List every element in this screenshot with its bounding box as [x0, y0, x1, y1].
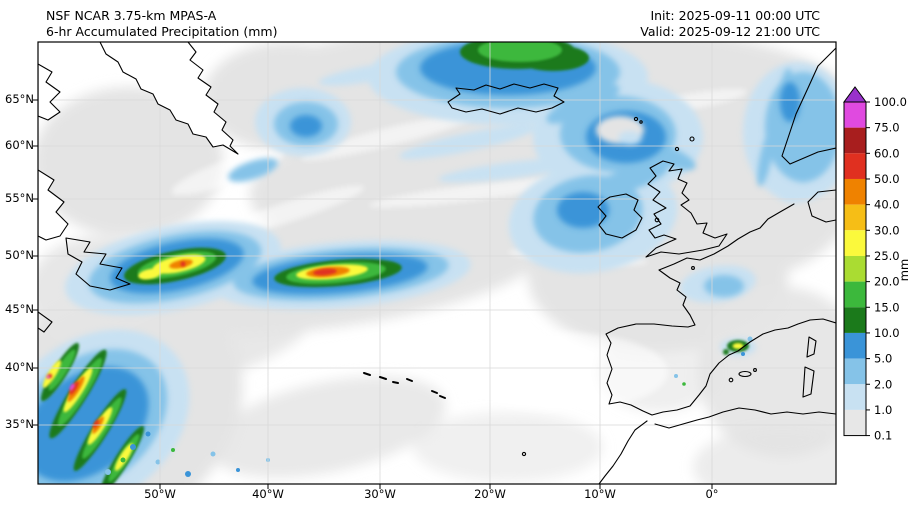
- colorbar-tick-labels: 100.0 75.0 60.0 50.0 40.0 30.0 25.0 20.0…: [874, 95, 907, 443]
- lon-tick-label: 10°W: [584, 487, 616, 501]
- lat-tick-label: 40°N: [5, 360, 34, 374]
- colorbar-tick-label: 10.0: [874, 326, 900, 340]
- colorbar-tick-label: 1.0: [874, 403, 892, 417]
- colorbar-band: [844, 153, 866, 179]
- colorbar-band: [844, 358, 866, 385]
- colorbar-tick-marks: [866, 101, 870, 437]
- coast-menorca: [753, 368, 757, 372]
- colorbar-outline: [843, 101, 867, 437]
- lat-tick-label: 60°N: [5, 138, 34, 152]
- lon-tick-label: 30°W: [364, 487, 396, 501]
- colorbar-band: [844, 102, 866, 128]
- coast-europe-mainland: [605, 203, 836, 416]
- colorbar-band: [844, 255, 866, 282]
- colorbar-band: [844, 281, 866, 308]
- colorbar-tick-label: 75.0: [874, 121, 900, 135]
- valid-time: Valid: 2025-09-12 21:00 UTC: [640, 24, 820, 40]
- coast-nova-scotia: [38, 311, 53, 333]
- lat-tick-label: 35°N: [5, 417, 34, 431]
- precip-layer-red: [47, 261, 337, 429]
- lon-tick-label: 40°W: [252, 487, 284, 501]
- colorbar-band: [844, 230, 866, 256]
- run-info-block: Init: 2025-09-11 00:00 UTC Valid: 2025-0…: [640, 8, 820, 41]
- coast-orkney: [674, 146, 680, 152]
- lat-tick-label: 55°N: [5, 191, 34, 205]
- coast-mallorca: [738, 370, 752, 378]
- colorbar-tick-label: 100.0: [874, 95, 907, 109]
- lon-tick-label: 50°W: [144, 487, 176, 501]
- colorbar-band: [844, 332, 866, 359]
- colorbar-band: [844, 178, 866, 205]
- coast-norway: [781, 47, 836, 165]
- coast-iceland: [447, 83, 565, 115]
- graticule-lines: [38, 42, 836, 484]
- colorbar-bands: [844, 102, 866, 436]
- colorbar-tick-label: 50.0: [874, 172, 900, 186]
- map-frame: [37, 41, 837, 485]
- colorbar-tick-label: 5.0: [874, 352, 892, 366]
- coast-azores: [363, 372, 446, 399]
- lat-tick-label: 45°N: [5, 302, 34, 316]
- colorbar-unit-label: mm: [897, 259, 911, 281]
- coast-great-britain: [645, 160, 728, 258]
- colorbar-band: [844, 409, 866, 436]
- colorbar-band: [844, 127, 866, 154]
- colorbar-band: [844, 384, 866, 410]
- coast-madeira: [521, 451, 527, 457]
- coast-faroe-2: [639, 120, 643, 124]
- init-time: Init: 2025-09-11 00:00 UTC: [650, 8, 820, 23]
- coast-isle-of-man: [654, 217, 660, 223]
- model-title: NSF NCAR 3.75-km MPAS-A: [46, 8, 217, 23]
- coast-baffin: [38, 63, 61, 121]
- coast-denmark: [807, 189, 836, 223]
- colorbar-band: [844, 307, 866, 333]
- colorbar-band: [844, 204, 866, 231]
- coast-faroe-1: [633, 116, 639, 122]
- colorbar-tick-label: 30.0: [874, 223, 900, 237]
- product-title: 6-hr Accumulated Precipitation (mm): [46, 24, 278, 40]
- colorbar-tick-label: 15.0: [874, 300, 900, 314]
- coast-greenland: [99, 42, 239, 155]
- coast-ibiza: [728, 377, 734, 383]
- coast-africa-atlantic: [598, 420, 648, 484]
- coast-corsica: [806, 336, 817, 358]
- title-block: NSF NCAR 3.75-km MPAS-A 6-hr Accumulated…: [46, 8, 277, 41]
- coast-ireland: [597, 193, 643, 239]
- colorbar-extend-triangle: [843, 86, 867, 103]
- coast-africa-mediterranean: [654, 407, 836, 429]
- precip-layer-magenta: [46, 375, 75, 391]
- colorbar-tick-label: 25.0: [874, 249, 900, 263]
- coast-channel-islands: [691, 266, 695, 270]
- colorbar-tick-label: 20.0: [874, 275, 900, 289]
- lat-tick-label: 65°N: [5, 92, 34, 106]
- coast-shetland: [689, 136, 695, 142]
- lon-tick-label: 0°: [705, 487, 719, 501]
- colorbar: 100.0 75.0 60.0 50.0 40.0 30.0 25.0 20.0…: [843, 86, 911, 443]
- cyclone-swirl-eye: [596, 116, 644, 145]
- lat-tick-label: 50°N: [5, 248, 34, 262]
- coast-sardinia: [802, 366, 815, 398]
- coastlines: [38, 42, 836, 484]
- colorbar-tick-label: 40.0: [874, 198, 900, 212]
- precip-speckles: [105, 336, 753, 477]
- map-canvas: [33, 41, 837, 489]
- coast-labrador: [38, 169, 69, 241]
- colorbar-tick-label: 0.1: [874, 429, 892, 443]
- colorbar-tick-label: 60.0: [874, 146, 900, 160]
- axis-ticks: [33, 99, 713, 489]
- lon-tick-label: 20°W: [474, 487, 506, 501]
- colorbar-tick-label: 2.0: [874, 377, 892, 391]
- coast-newfoundland: [65, 237, 131, 291]
